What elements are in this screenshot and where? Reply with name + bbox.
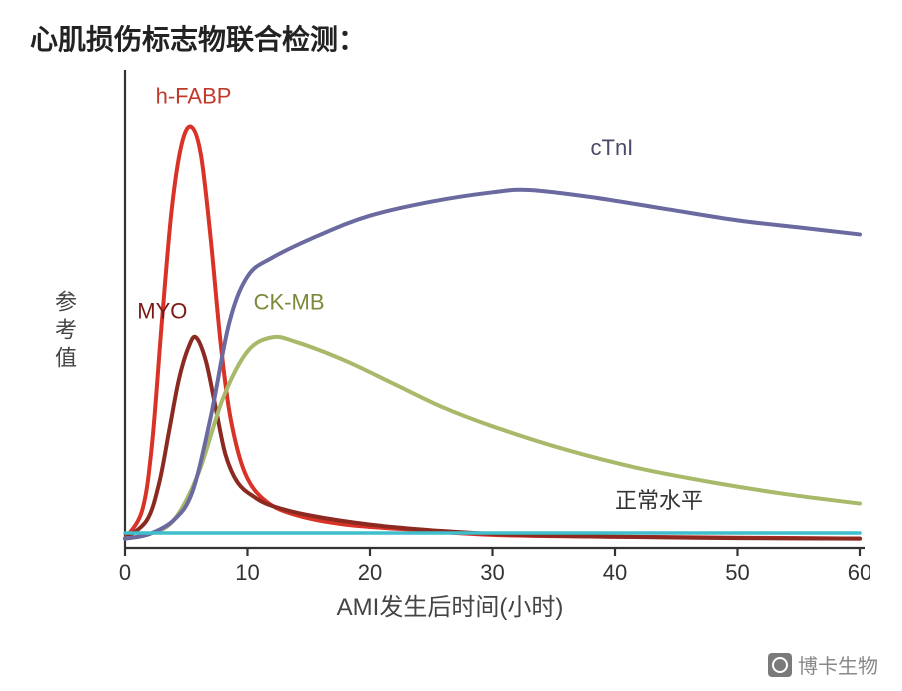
chart-title: 心肌损伤标志物联合检测： <box>30 18 366 58</box>
label-hFABP: h-FABP <box>156 83 232 108</box>
y-axis-label: 参考值 <box>48 290 80 374</box>
svg-text:20: 20 <box>358 560 382 585</box>
label-cTnI: cTnI <box>591 135 634 160</box>
wechat-icon <box>768 653 792 677</box>
svg-text:0: 0 <box>119 560 131 585</box>
svg-text:30: 30 <box>480 560 504 585</box>
label-normal: 正常水平 <box>615 488 703 513</box>
watermark-text: 博卡生物 <box>798 650 878 679</box>
chart-svg: 0 10 20 30 40 50 60 h-FABP MYO CK-MB cTnI 正常水平 <box>30 70 870 630</box>
x-axis-label: AMI发生后时间(小时) <box>30 587 870 622</box>
svg-text:40: 40 <box>603 560 627 585</box>
svg-text:60: 60 <box>848 560 870 585</box>
svg-text:10: 10 <box>235 560 259 585</box>
label-CKMB: CK-MB <box>254 289 325 314</box>
svg-text:50: 50 <box>725 560 749 585</box>
series-cTnI <box>125 190 860 539</box>
label-MYO: MYO <box>137 299 187 324</box>
watermark: 博卡生物 <box>768 650 878 679</box>
chart-area: 0102030405060h-FABPMYOCK-MBcTnI正常水平 参考值 … <box>30 70 870 630</box>
